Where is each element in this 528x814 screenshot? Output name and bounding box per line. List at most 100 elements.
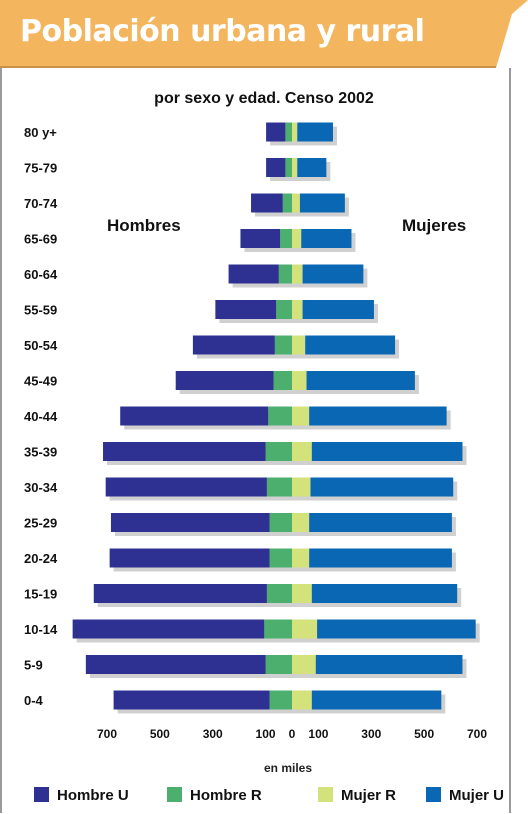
bar-hombre-u (110, 513, 270, 532)
title-banner (0, 0, 528, 68)
bar-mujer-r (292, 442, 312, 461)
bar-mujer-r (292, 371, 307, 390)
bar-mujer-u (311, 690, 442, 710)
bar-mujer-u (297, 158, 327, 177)
bar-mujer-r (292, 264, 303, 284)
bar-mujer-u (309, 406, 447, 426)
age-tick-label: 0-4 (24, 693, 44, 708)
bar-hombre-r (285, 158, 292, 177)
bar-mujer-r (292, 655, 316, 674)
bar-hombre-u (228, 264, 279, 284)
bar-hombre-u (266, 122, 286, 142)
bar-mujer-u (311, 442, 463, 461)
age-tick-label: 5-9 (24, 658, 43, 673)
legend-swatch (318, 787, 333, 802)
bar-mujer-u (302, 300, 374, 319)
bar-mujer-r (292, 193, 300, 213)
bar-mujer-u (315, 655, 463, 674)
age-tick-label: 75-79 (24, 161, 57, 176)
bar-hombre-r (268, 406, 292, 426)
bar-hombre-r (273, 371, 292, 390)
chart-frame (0, 68, 511, 813)
age-tick-label: 80 y+ (24, 125, 57, 140)
age-tick-label: 50-54 (24, 338, 58, 353)
bar-hombre-u (215, 300, 277, 319)
age-tick-label: 40-44 (24, 409, 58, 424)
legend-label: Hombre U (57, 787, 129, 804)
right-group-label: Mujeres (402, 216, 466, 235)
bar-hombre-u (105, 477, 267, 497)
bar-hombre-u (72, 619, 265, 639)
bar-hombre-u (109, 548, 270, 568)
bar-hombre-r (269, 548, 292, 568)
age-tick-label: 25-29 (24, 516, 57, 531)
x-tick-label: 700 (467, 727, 487, 741)
age-tick-label: 70-74 (24, 196, 58, 211)
bar-hombre-r (264, 619, 292, 639)
bar-hombre-r (282, 193, 292, 213)
x-tick-label: 300 (361, 727, 381, 741)
bar-hombre-r (265, 442, 292, 461)
bar-mujer-u (309, 548, 452, 568)
bar-hombre-r (280, 229, 292, 248)
bar-mujer-r (292, 335, 306, 355)
bar-hombre-u (266, 158, 286, 177)
bar-hombre-u (251, 193, 283, 213)
legend-swatch (426, 787, 441, 802)
bar-hombre-u (85, 655, 266, 674)
x-tick-label: 100 (256, 727, 276, 741)
bar-mujer-r (292, 477, 311, 497)
bar-hombre-r (276, 300, 292, 319)
x-tick-label: 500 (150, 727, 170, 741)
bar-hombre-r (265, 655, 292, 674)
bar-mujer-r (292, 584, 312, 603)
age-tick-label: 20-24 (24, 551, 58, 566)
bar-mujer-u (317, 619, 476, 639)
bar-mujer-r (292, 513, 310, 532)
bar-hombre-r (266, 477, 292, 497)
bar-mujer-r (292, 300, 303, 319)
bar-mujer-r (292, 548, 310, 568)
legend-swatch (34, 787, 49, 802)
chart-subtitle: por sexo y edad. Censo 2002 (154, 90, 374, 107)
bar-mujer-u (299, 193, 345, 213)
x-axis-label: en miles (264, 761, 312, 775)
age-tick-label: 35-39 (24, 445, 57, 460)
bar-hombre-r (278, 264, 292, 284)
bar-mujer-u (311, 584, 458, 603)
bar-mujer-u (297, 122, 333, 142)
bar-mujer-r (292, 619, 318, 639)
x-tick-label: 0 (289, 727, 296, 741)
left-group-label: Hombres (107, 216, 181, 235)
bar-mujer-u (306, 371, 415, 390)
chart-title: Población urbana y rural (20, 14, 425, 49)
bar-hombre-r (269, 690, 292, 710)
age-tick-label: 15-19 (24, 587, 57, 602)
bar-mujer-u (310, 477, 454, 497)
bar-hombre-u (175, 371, 274, 390)
bar-hombre-r (285, 122, 292, 142)
bar-hombre-r (266, 584, 292, 603)
bar-mujer-r (292, 229, 302, 248)
bar-hombre-u (103, 442, 266, 461)
legend-swatch (167, 787, 182, 802)
bar-mujer-r (292, 122, 298, 142)
age-tick-label: 65-69 (24, 232, 57, 247)
bar-hombre-u (93, 584, 267, 603)
bar-mujer-u (309, 513, 452, 532)
legend-label: Mujer U (449, 787, 504, 804)
x-tick-label: 700 (97, 727, 117, 741)
legend-label: Hombre R (190, 787, 262, 804)
age-tick-label: 55-59 (24, 303, 57, 318)
age-tick-label: 60-64 (24, 267, 58, 282)
bar-mujer-r (292, 158, 298, 177)
age-tick-label: 45-49 (24, 374, 57, 389)
bar-hombre-r (269, 513, 292, 532)
bar-hombre-u (120, 406, 269, 426)
legend-label: Mujer R (341, 787, 396, 804)
bar-hombre-u (113, 690, 270, 710)
bar-mujer-u (305, 335, 396, 355)
age-tick-label: 30-34 (24, 480, 58, 495)
